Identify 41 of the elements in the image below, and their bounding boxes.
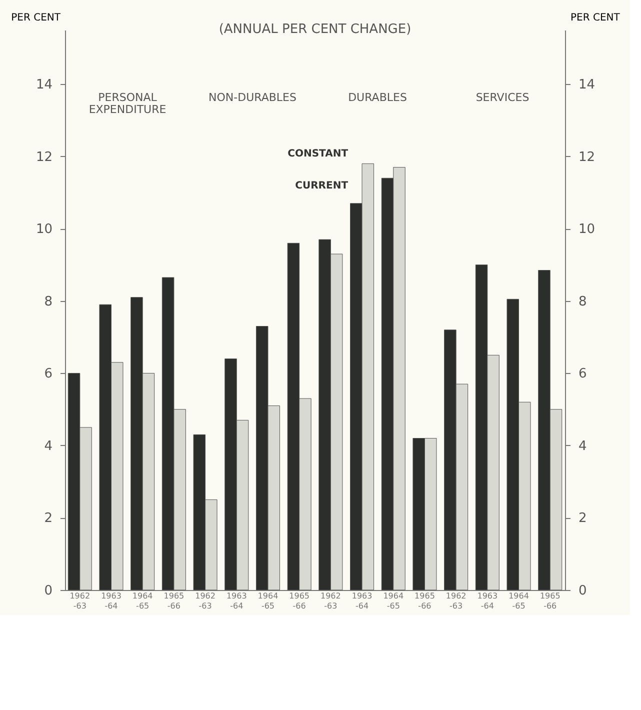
annotation: PERSONAL EXPENDITURE — [88, 90, 166, 116]
x-tick-label: 1964-65 — [508, 592, 529, 610]
annotation: DURABLES — [348, 90, 407, 104]
x-tick-label: 1964-65 — [132, 592, 153, 610]
y-tick-label: 6 — [44, 366, 52, 382]
y2-axis-title: PER CENT — [570, 12, 621, 24]
chart-title: (ANNUAL PER CENT CHANGE) — [218, 22, 412, 37]
y2-tick-label: 12 — [578, 150, 596, 165]
y2-tick-label: 10 — [578, 222, 596, 238]
x-tick-label: 1962-63 — [70, 592, 90, 610]
x-tick-label: 1963-64 — [352, 592, 372, 610]
x-tick-label: 1962-63 — [320, 592, 341, 610]
annotation: NON-DURABLES — [208, 90, 296, 104]
y-tick-label: 14 — [36, 78, 52, 93]
y2-tick-label: 0 — [578, 584, 587, 598]
x-tick-label: 1965-66 — [289, 592, 310, 610]
y-tick-label: 10 — [36, 222, 52, 238]
annotation: SERVICES — [476, 90, 530, 104]
y-tick-label: 8 — [44, 294, 52, 310]
x-tick-label: 1965-66 — [164, 592, 184, 610]
x-tick-label: 1962-63 — [195, 592, 216, 610]
x-tick-label: 1964-65 — [383, 592, 404, 610]
y-axis-title: PER CENT — [11, 12, 62, 24]
x-tick-label: 1963-64 — [477, 592, 498, 610]
y2-tick-label: 6 — [578, 366, 587, 382]
y2-tick-label: 2 — [578, 511, 587, 526]
series-label: CURRENT — [295, 180, 348, 192]
y-tick-label: 12 — [36, 150, 52, 165]
y2-tick-label: 14 — [578, 78, 596, 93]
x-tick-label: 1965-66 — [414, 592, 435, 610]
x-tick-label: 1963-64 — [101, 592, 122, 610]
y-tick-label: 2 — [44, 511, 52, 526]
x-tick-label: 1963-64 — [226, 592, 247, 610]
x-tick-label: 1962-63 — [446, 592, 466, 610]
x-tick-label: 1965-66 — [540, 592, 560, 610]
series-label: CONSTANT — [288, 148, 348, 160]
y2-tick-label: 8 — [578, 294, 587, 310]
x-tick-label: 1964-65 — [258, 592, 278, 610]
y-tick-label: 4 — [44, 438, 52, 454]
y2-tick-label: 4 — [578, 438, 587, 454]
y-tick-label: 0 — [44, 584, 52, 598]
